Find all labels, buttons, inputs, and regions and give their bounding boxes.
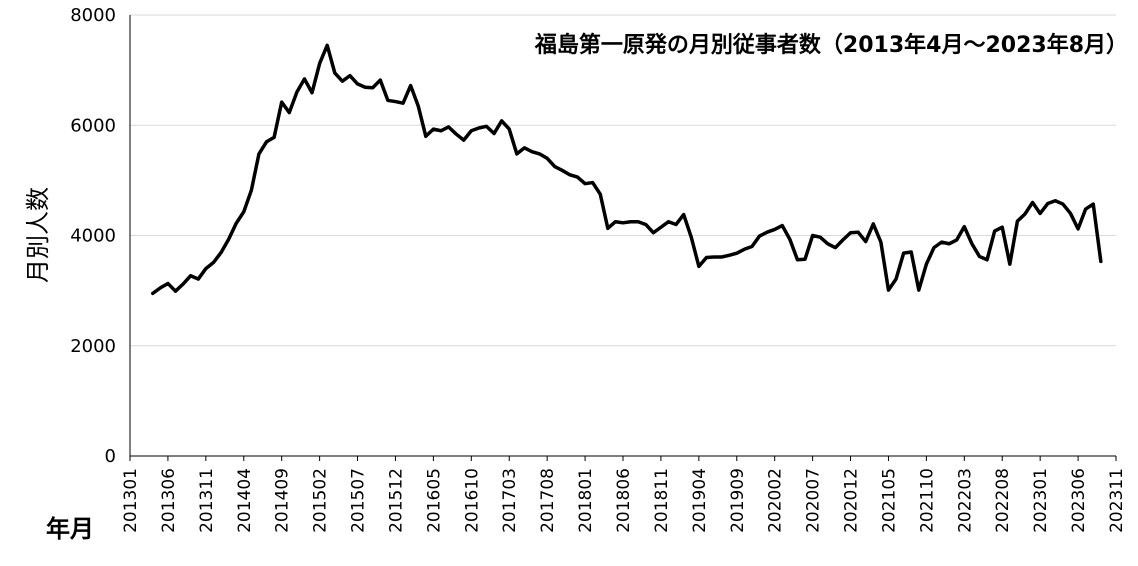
x-tick-label: 201806 xyxy=(614,468,634,533)
x-tick-label: 201502 xyxy=(311,468,331,533)
x-axis-label: 年月 xyxy=(46,515,94,543)
y-tick-labels: 0 2000 4000 6000 8000 xyxy=(70,5,116,467)
x-tick-label: 201507 xyxy=(349,468,369,533)
x-tick-label: 201708 xyxy=(538,468,558,533)
x-tick-label: 202208 xyxy=(993,468,1013,533)
x-tick-label: 201909 xyxy=(728,468,748,533)
x-tick-label: 201512 xyxy=(386,468,406,533)
x-tick-label: 201404 xyxy=(235,468,255,533)
y-tick-label: 8000 xyxy=(70,5,116,26)
x-tick-label: 201409 xyxy=(273,468,293,533)
x-tick-label: 201703 xyxy=(500,468,520,533)
x-tick-label: 201811 xyxy=(652,468,672,533)
x-tick-label: 202110 xyxy=(917,468,937,533)
chart-title: 福島第一原発の月別従事者数（2013年4月～2023年8月） xyxy=(534,32,1128,58)
x-tick-label: 202311 xyxy=(1107,468,1127,533)
x-tick-label: 201301 xyxy=(121,468,141,533)
x-tick-label: 201904 xyxy=(690,468,710,533)
x-tick-label: 202105 xyxy=(879,468,899,533)
y-axis-label: 月別人数 xyxy=(24,187,52,283)
y-tick-label: 2000 xyxy=(70,336,116,357)
series-line xyxy=(153,45,1101,293)
y-tick-label: 6000 xyxy=(70,115,116,136)
x-tick-label: 201610 xyxy=(462,468,482,533)
x-tick-label: 202012 xyxy=(842,468,862,533)
x-tick-label: 202301 xyxy=(1031,468,1051,533)
x-tick-label: 201306 xyxy=(159,468,179,533)
x-tick-label: 201311 xyxy=(197,468,217,533)
gridlines xyxy=(130,15,1116,346)
x-tick-label: 202002 xyxy=(766,468,786,533)
y-tick-label: 0 xyxy=(105,446,116,467)
y-tick-label: 4000 xyxy=(70,226,116,247)
x-tick-label: 202203 xyxy=(955,468,975,533)
x-tick-label: 201605 xyxy=(424,468,444,533)
x-tick-label: 201801 xyxy=(576,468,596,533)
x-tick-label: 202306 xyxy=(1069,468,1089,533)
x-tick-labels: 201301 201306 201311 201404 201409 201502 2015… xyxy=(121,468,1127,533)
x-tick-label: 202007 xyxy=(804,468,824,533)
series-layer xyxy=(153,45,1101,293)
